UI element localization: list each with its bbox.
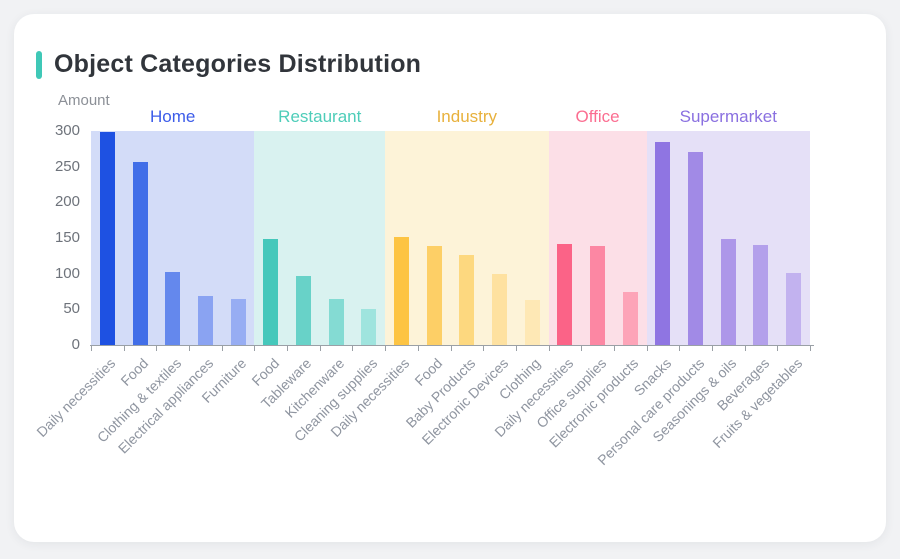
- bar-seasonings-oils: [720, 239, 736, 345]
- y-tick-label: 300: [54, 122, 80, 139]
- y-tick-label: 100: [54, 264, 80, 282]
- bar-beverages: [753, 245, 769, 345]
- x-axis-tick: [581, 346, 583, 351]
- x-axis-tick: [385, 346, 387, 351]
- bar-fruits-vegetables: [786, 272, 802, 345]
- x-axis-line: [90, 345, 814, 346]
- title-accent-bar: [36, 50, 42, 79]
- x-axis-tick: [679, 346, 681, 351]
- x-axis-tick: [810, 346, 811, 351]
- x-axis-tick: [548, 346, 550, 351]
- x-axis-tick: [744, 346, 746, 351]
- group-label-home: Home: [150, 107, 196, 126]
- chart-card: Object Categories Distribution Amount Ho…: [14, 14, 886, 542]
- bar-kitchenware: [328, 298, 344, 345]
- title-row: Object Categories Distribution: [36, 50, 421, 79]
- bar-tableware: [295, 275, 311, 345]
- x-axis-tick: [221, 346, 223, 351]
- y-axis-name: Amount: [58, 92, 110, 109]
- y-tick-label: 150: [54, 229, 80, 246]
- bar-snacks: [655, 141, 671, 345]
- x-axis-tick: [254, 346, 256, 351]
- x-axis-tick: [156, 346, 158, 351]
- x-axis-tick: [777, 346, 779, 351]
- bar-office-supplies: [590, 245, 606, 345]
- y-tick-label: 200: [54, 193, 80, 211]
- bar-baby-products: [459, 255, 475, 345]
- bar-food: [426, 245, 442, 345]
- bar-daily-necessities: [393, 237, 409, 345]
- bar-clothing: [524, 300, 540, 345]
- x-axis-tick: [417, 346, 419, 351]
- bar-furniture: [230, 299, 246, 345]
- x-axis-tick: [483, 346, 485, 351]
- x-axis-tick: [711, 346, 713, 351]
- x-axis-tick: [646, 346, 648, 351]
- bar-electrical-appliances: [197, 295, 213, 345]
- x-axis-tick: [352, 346, 354, 351]
- x-axis-tick: [287, 346, 289, 351]
- group-label-supermarket: Supermarket: [679, 107, 777, 126]
- group-label-restaurant: Restaurant: [278, 107, 362, 126]
- bar-cleaning-supplies: [361, 308, 377, 345]
- x-axis-tick: [613, 346, 615, 351]
- y-tick-label: 0: [71, 336, 80, 353]
- bar-food: [263, 238, 279, 345]
- bar-daily-necessities: [557, 243, 573, 345]
- bar-daily-necessities: [99, 132, 115, 345]
- group-label-office: Office: [575, 107, 620, 126]
- x-axis-tick: [91, 346, 92, 351]
- bar-personal-care-products: [688, 151, 704, 345]
- x-axis-tick: [319, 346, 321, 351]
- bar-clothing-textiles: [165, 272, 181, 345]
- x-axis-tick: [123, 346, 125, 351]
- bar-food: [132, 161, 148, 345]
- bar-electronic-products: [622, 291, 638, 345]
- x-axis-tick: [515, 346, 517, 351]
- x-axis-tick: [450, 346, 452, 351]
- group-label-industry: Industry: [436, 107, 498, 126]
- x-axis-tick: [189, 346, 191, 351]
- chart: Home Restaurant Industry Office Supermarket 3…: [14, 14, 886, 542]
- y-tick-label: 50: [63, 300, 80, 318]
- chart-title: Object Categories Distribution: [54, 50, 422, 78]
- bar-electronic-devices: [492, 273, 508, 345]
- y-tick-label: 250: [54, 157, 80, 175]
